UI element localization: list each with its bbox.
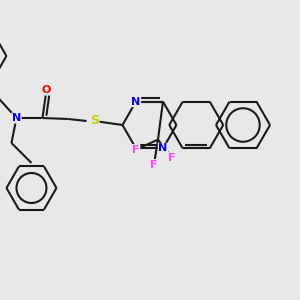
Text: F: F (168, 153, 176, 163)
Text: O: O (42, 85, 51, 95)
Text: N: N (12, 113, 21, 123)
Text: N: N (131, 97, 141, 106)
Text: F: F (150, 160, 158, 170)
Text: S: S (90, 115, 99, 128)
Text: F: F (132, 145, 140, 154)
Text: N: N (158, 143, 168, 153)
